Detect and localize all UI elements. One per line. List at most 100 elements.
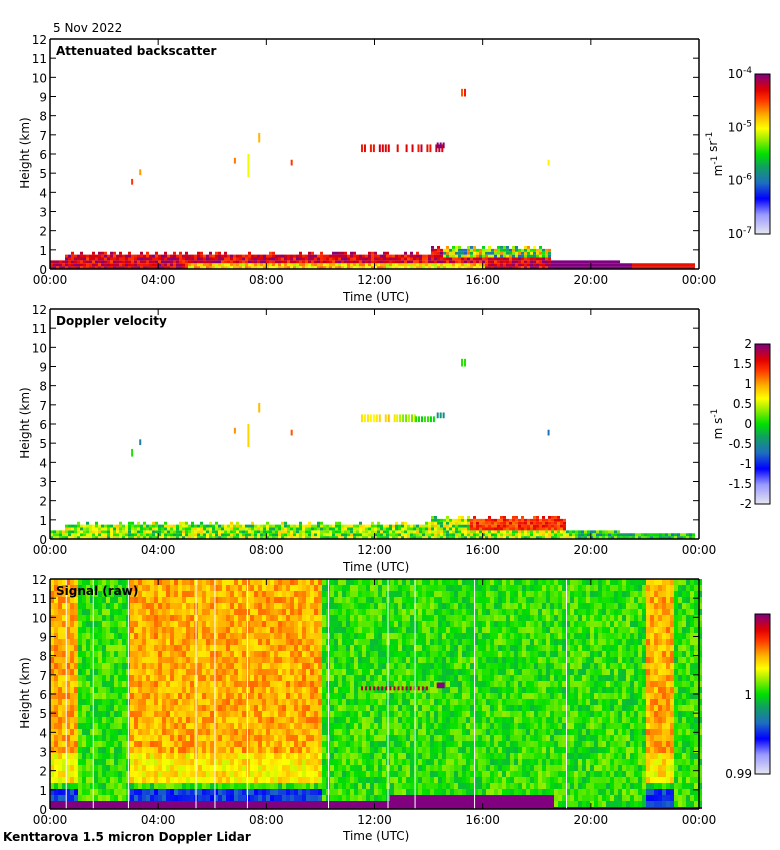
heatmap-cell	[338, 263, 341, 267]
heatmap-cell	[86, 693, 90, 699]
heatmap-cell	[82, 639, 86, 645]
heatmap-cell	[155, 251, 158, 255]
heatmap-cell	[170, 801, 174, 807]
heatmap-cell	[623, 266, 626, 269]
heatmap-cell	[320, 533, 323, 537]
heatmap-cell	[242, 524, 245, 528]
heatmap-cell	[202, 693, 206, 699]
heatmap-cell	[500, 518, 503, 522]
heatmap-cell	[278, 801, 282, 807]
heatmap-cell	[186, 675, 190, 681]
heatmap-cell	[284, 260, 287, 264]
heatmap-cell	[548, 533, 551, 537]
heatmap-cell	[62, 705, 66, 711]
heatmap-cell	[298, 711, 302, 717]
heatmap-cell	[200, 527, 203, 531]
heatmap-cell	[80, 266, 83, 269]
heatmap-cell	[98, 591, 102, 597]
heatmap-cell	[258, 585, 262, 591]
heatmap-cell	[479, 254, 482, 258]
heatmap-cell	[58, 621, 62, 627]
heatmap-cell	[182, 645, 186, 651]
heatmap-cell	[146, 597, 150, 603]
heatmap-cell	[158, 783, 162, 789]
heatmap-cell	[140, 530, 143, 534]
heatmap-cell	[254, 687, 258, 693]
heatmap-cell	[95, 536, 98, 539]
heatmap-cell	[134, 795, 138, 801]
heatmap-cell	[620, 266, 623, 269]
heatmap-cell	[326, 260, 329, 264]
y-tick-label: 7	[39, 129, 47, 143]
heatmap-cell	[407, 257, 410, 261]
heatmap-cell	[365, 263, 368, 267]
heatmap-cell	[500, 266, 503, 269]
heatmap-cell	[413, 527, 416, 531]
heatmap-cell	[179, 527, 182, 531]
heatmap-cell	[110, 747, 114, 753]
heatmap-cell	[266, 627, 270, 633]
heatmap-cell	[166, 687, 170, 693]
heatmap-cell	[218, 657, 222, 663]
heatmap-cell	[158, 530, 161, 534]
heatmap	[50, 579, 702, 809]
heatmap-cell	[293, 260, 296, 264]
heatmap-cell	[482, 518, 485, 522]
heatmap-cell	[282, 651, 286, 657]
heatmap-cell	[314, 615, 318, 621]
heatmap-cell	[306, 657, 310, 663]
y-tick-label: 3	[39, 476, 47, 490]
heatmap-cell	[656, 533, 659, 537]
heatmap-cell	[110, 711, 114, 717]
heatmap-cell	[218, 717, 222, 723]
heatmap-cell	[210, 705, 214, 711]
heatmap-cell	[395, 536, 398, 539]
heatmap-cell	[116, 266, 119, 269]
heatmap-cell	[282, 717, 286, 723]
heatmap-cell	[203, 254, 206, 258]
heatmap-cell	[56, 266, 59, 269]
heatmap-cell	[186, 579, 190, 585]
heatmap-cell	[614, 263, 617, 267]
heatmap-cell	[428, 266, 431, 269]
heatmap-cell	[122, 783, 126, 789]
heatmap-cell	[98, 585, 102, 591]
heatmap-cell	[179, 251, 182, 255]
heatmap-cell	[82, 711, 86, 717]
heatmap-cell	[274, 615, 278, 621]
heatmap-cell	[590, 260, 593, 264]
heatmap-cell	[53, 263, 56, 267]
heatmap-cell	[214, 591, 218, 597]
heatmap-cell	[262, 675, 266, 681]
heatmap-cell	[98, 633, 102, 639]
heatmap-cell	[250, 705, 254, 711]
heatmap-cell	[131, 266, 134, 269]
heatmap-cell	[449, 254, 452, 258]
heatmap-cell	[186, 759, 190, 765]
heatmap-cell	[270, 795, 274, 801]
heatmap-cell	[77, 263, 80, 267]
heatmap-cell	[212, 530, 215, 534]
heatmap-cell	[254, 693, 258, 699]
heatmap-cell	[401, 266, 404, 269]
heatmap-cell	[74, 260, 77, 264]
heatmap-cell	[92, 524, 95, 528]
colorbar-tick-label: 1	[744, 377, 752, 391]
heatmap-cell	[230, 723, 234, 729]
heatmap-cell	[66, 639, 70, 645]
heatmap-cell	[174, 723, 178, 729]
heatmap-cell	[410, 263, 413, 267]
heatmap-cell	[305, 533, 308, 537]
heatmap-cell	[503, 263, 506, 267]
heatmap-cell	[146, 254, 149, 258]
heatmap-cell	[118, 729, 122, 735]
heatmap-cell	[286, 615, 290, 621]
heatmap-cell	[245, 524, 248, 528]
heatmap-cell	[174, 645, 178, 651]
heatmap-cell	[186, 669, 190, 675]
heatmap-cell	[162, 597, 166, 603]
heatmap-cell	[142, 753, 146, 759]
heatmap-cell	[521, 527, 524, 531]
heatmap-cell	[222, 645, 226, 651]
heatmap-cell	[274, 639, 278, 645]
